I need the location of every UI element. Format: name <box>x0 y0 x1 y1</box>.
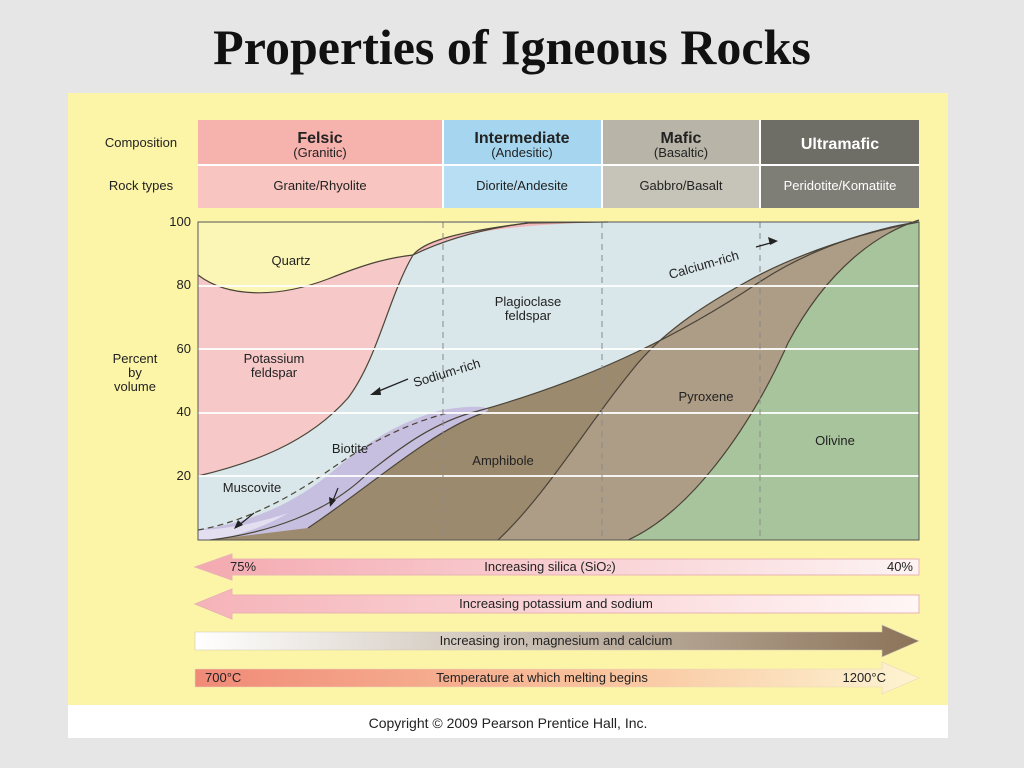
quartz-label: Quartz <box>271 253 310 268</box>
felsic-name: Felsic <box>297 130 342 147</box>
mafic-name: Mafic <box>661 130 702 147</box>
ultramafic-name: Ultramafic <box>801 136 879 153</box>
muscovite-label: Muscovite <box>223 480 282 495</box>
rock-type-felsic <box>198 165 443 208</box>
temperature-label: Temperature at which melting begins <box>436 670 648 685</box>
pyroxene-label: Pyroxene <box>679 389 734 404</box>
mafic-rocks: Gabbro/Basalt <box>639 178 722 193</box>
temperature-right-label: 1200°C <box>842 670 886 685</box>
composition-mafic <box>602 120 760 165</box>
plagioclase-label-1: Plagioclase <box>495 294 562 309</box>
potassium-sodium-label: Increasing potassium and sodium <box>459 596 653 611</box>
composition-felsic <box>198 120 443 165</box>
temperature-left-label: 700°C <box>205 670 241 685</box>
rock-type-intermediate <box>443 165 602 208</box>
y-tick-80: 80 <box>177 277 191 292</box>
silica-left-label: 75% <box>230 559 256 574</box>
silica-right-label: 40% <box>887 559 913 574</box>
composition-label: Composition <box>105 135 177 150</box>
potassium-sodium-arrow <box>193 588 920 620</box>
y-tick-20: 20 <box>177 468 191 483</box>
muscovite-area <box>198 513 288 540</box>
olivine-label: Olivine <box>815 433 855 448</box>
felsic-rocks: Granite/Rhyolite <box>273 178 366 193</box>
silica-label: Increasing silica (SiO2) <box>484 559 615 574</box>
silica-arrow <box>193 553 920 581</box>
mafic-sub: (Basaltic) <box>654 145 708 160</box>
y-tick-100: 100 <box>169 214 191 229</box>
ultramafic-rocks: Peridotite/Komatiite <box>784 178 897 193</box>
iron-magnesium-label: Increasing iron, magnesium and calcium <box>440 633 673 648</box>
composition-intermediate <box>443 120 602 165</box>
y-label-line3: volume <box>114 379 156 394</box>
slide-title: Properties of Igneous Rocks <box>213 19 811 75</box>
intermediate-rocks: Diorite/Andesite <box>476 178 568 193</box>
amphibole-label: Amphibole <box>472 453 533 468</box>
intermediate-sub: (Andesitic) <box>491 145 552 160</box>
copyright-text: Copyright © 2009 Pearson Prentice Hall, … <box>369 715 648 731</box>
header-table: Composition Rock types Felsic (Granitic)… <box>105 120 919 208</box>
intermediate-name: Intermediate <box>474 130 569 147</box>
y-tick-60: 60 <box>177 341 191 356</box>
rock-types-label: Rock types <box>109 178 174 193</box>
potassium-feldspar-label-2: feldspar <box>251 365 298 380</box>
plagioclase-label-2: feldspar <box>505 308 552 323</box>
composition-ultramafic <box>760 120 919 165</box>
biotite-area <box>198 406 488 540</box>
iron-magnesium-arrow <box>194 624 920 658</box>
biotite-label: Biotite <box>332 441 368 456</box>
rock-type-mafic <box>602 165 760 208</box>
trend-arrows: 75% 40% Increasing silica (SiO2) Increas… <box>193 553 920 695</box>
y-tick-40: 40 <box>177 404 191 419</box>
mineral-chart: Quartz Potassium feldspar Plagioclase fe… <box>197 219 920 541</box>
y-label-line1: Percent <box>113 351 158 366</box>
temperature-arrow <box>194 661 920 695</box>
olivine-area <box>628 220 919 540</box>
y-label-line2: by <box>128 365 142 380</box>
rock-type-ultramafic <box>760 165 919 208</box>
potassium-feldspar-label-1: Potassium <box>244 351 305 366</box>
igneous-rocks-figure: Composition Rock types Felsic (Granitic)… <box>68 93 948 738</box>
felsic-sub: (Granitic) <box>293 145 346 160</box>
y-axis: 100 80 60 40 20 Percent by volume <box>113 214 191 483</box>
